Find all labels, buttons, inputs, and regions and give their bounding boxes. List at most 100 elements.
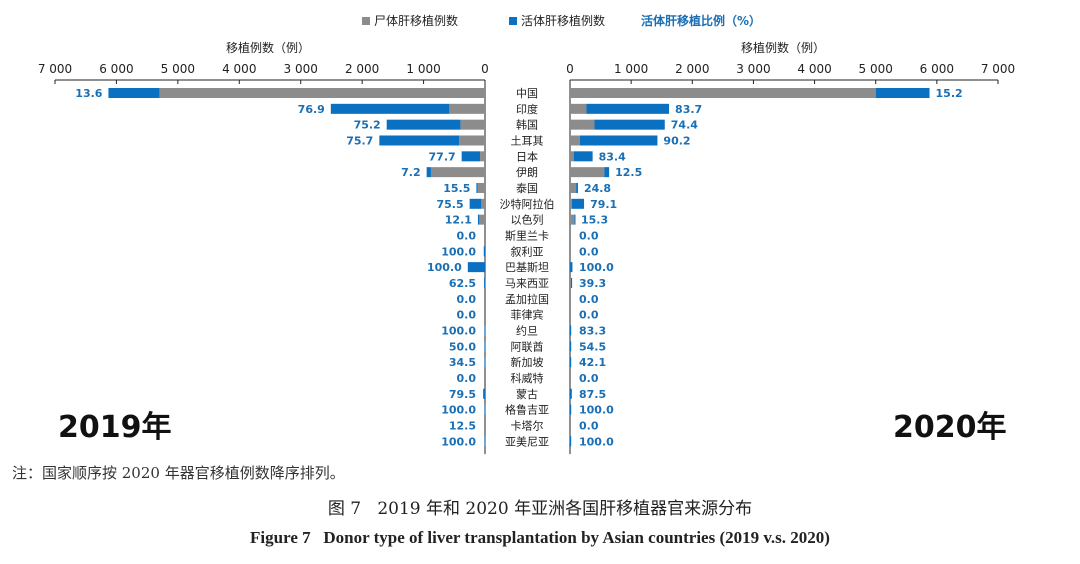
ratio-label-2019: 62.5 bbox=[449, 277, 476, 290]
bar-2019-living bbox=[483, 246, 485, 257]
ratio-label-2020: 12.5 bbox=[615, 166, 642, 179]
bar-2020-deceased bbox=[570, 198, 572, 209]
ratio-label-2020: 54.5 bbox=[579, 340, 606, 353]
year-label-2020: 2020年 bbox=[893, 410, 1007, 445]
bar-2019-deceased bbox=[459, 135, 485, 146]
category-label: 叙利亚 bbox=[511, 244, 544, 258]
bar-2019-living bbox=[484, 436, 486, 447]
category-label: 卡塔尔 bbox=[511, 419, 544, 432]
figure-title-cn: 2019 年和 2020 年亚洲各国肝移植器官来源分布 bbox=[377, 499, 753, 519]
right-tick-label: 5 000 bbox=[859, 62, 893, 76]
category-label: 沙特阿拉伯 bbox=[500, 197, 555, 211]
right-tick-label: 3 000 bbox=[736, 62, 770, 76]
bar-2020-living bbox=[586, 103, 670, 114]
ratio-label-2019: 0.0 bbox=[457, 309, 477, 322]
figure-caption-english: Figure 7 Donor type of liver transplanta… bbox=[0, 528, 1080, 548]
ratio-label-2020: 83.3 bbox=[579, 324, 606, 337]
bar-2020-living bbox=[570, 325, 572, 336]
bar-2019-living bbox=[484, 325, 486, 336]
ratio-label-2019: 77.7 bbox=[429, 150, 456, 163]
bar-2019-living bbox=[108, 88, 160, 98]
category-label: 新加坡 bbox=[511, 355, 544, 369]
bar-2020-living bbox=[570, 388, 572, 399]
ratio-label-2019: 12.1 bbox=[445, 214, 472, 227]
ratio-label-2019: 34.5 bbox=[449, 356, 476, 369]
left-tick-label: 1 000 bbox=[406, 62, 440, 76]
bar-2019-living bbox=[484, 341, 486, 352]
ratio-label-2020: 79.1 bbox=[590, 198, 617, 211]
ratio-label-2020: 0.0 bbox=[579, 419, 599, 432]
ratio-label-2020: 83.7 bbox=[675, 103, 702, 116]
ratio-label-2019: 100.0 bbox=[441, 435, 476, 448]
bar-2019-living bbox=[483, 388, 485, 399]
ratio-label-2019: 13.6 bbox=[75, 87, 102, 100]
left-tick-label: 3 000 bbox=[284, 62, 318, 76]
bar-2020-deceased bbox=[570, 151, 574, 162]
bar-2020-living bbox=[875, 88, 930, 98]
bar-2019-living bbox=[484, 357, 486, 368]
axis-label-left: 移植例数（例） bbox=[226, 40, 310, 55]
right-tick-label: 0 bbox=[566, 62, 574, 76]
category-label: 格鲁吉亚 bbox=[505, 403, 549, 417]
bar-2019-living bbox=[386, 119, 461, 130]
bar-2020-living bbox=[570, 277, 573, 288]
category-label: 日本 bbox=[516, 149, 538, 163]
ratio-label-2019: 7.2 bbox=[401, 166, 421, 179]
figure-number-en: Figure 7 bbox=[250, 528, 311, 547]
bar-2020-deceased bbox=[570, 88, 876, 98]
ratio-label-2020: 90.2 bbox=[663, 134, 690, 147]
category-label: 孟加拉国 bbox=[505, 292, 549, 306]
ratio-label-2019: 12.5 bbox=[449, 419, 476, 432]
bar-2020-deceased bbox=[570, 135, 580, 146]
bar-2019-deceased bbox=[449, 103, 485, 114]
category-label: 菲律宾 bbox=[511, 308, 544, 322]
bar-2019-deceased bbox=[477, 182, 485, 193]
ratio-label-2020: 0.0 bbox=[579, 372, 599, 385]
ratio-label-2020: 0.0 bbox=[579, 229, 599, 242]
bar-2020-living bbox=[573, 151, 593, 162]
left-tick-label: 5 000 bbox=[161, 62, 195, 76]
ratio-label-2020: 42.1 bbox=[579, 356, 606, 369]
bar-2020-living bbox=[604, 167, 610, 178]
ratio-label-2019: 100.0 bbox=[441, 324, 476, 337]
figure-caption-chinese: 图 7 2019 年和 2020 年亚洲各国肝移植器官来源分布 bbox=[0, 494, 1080, 519]
left-tick-label: 6 000 bbox=[99, 62, 133, 76]
bar-2019-deceased bbox=[480, 151, 485, 162]
bar-2019-living bbox=[484, 277, 486, 288]
ratio-label-2019: 75.7 bbox=[346, 134, 373, 147]
ratio-label-2020: 0.0 bbox=[579, 245, 599, 258]
category-label: 约旦 bbox=[516, 324, 538, 337]
ratio-label-2019: 75.2 bbox=[354, 119, 381, 132]
category-label: 泰国 bbox=[516, 181, 538, 195]
bar-2020-living bbox=[574, 214, 576, 225]
bar-2020-living bbox=[570, 357, 572, 368]
ratio-label-2019: 100.0 bbox=[441, 404, 476, 417]
ratio-label-2019: 100.0 bbox=[441, 245, 476, 258]
bar-2020-deceased bbox=[570, 182, 577, 193]
category-label: 以色列 bbox=[511, 213, 544, 227]
legend-label-deceased: 尸体肝移植例数 bbox=[374, 13, 458, 28]
bar-2019-living bbox=[469, 198, 482, 209]
ratio-label-2019: 15.5 bbox=[443, 182, 470, 195]
bar-2019-deceased bbox=[460, 119, 485, 130]
ratio-label-2020: 100.0 bbox=[579, 404, 614, 417]
ratio-label-2020: 24.8 bbox=[584, 182, 611, 195]
legend-label-living: 活体肝移植例数 bbox=[521, 13, 605, 28]
bar-2019-living bbox=[467, 262, 485, 273]
ratio-label-2020: 87.5 bbox=[579, 388, 606, 401]
bar-2020-living bbox=[570, 436, 572, 447]
category-label: 韩国 bbox=[516, 118, 538, 132]
axis-label-right: 移植例数（例） bbox=[741, 40, 825, 55]
ratio-label-2019: 50.0 bbox=[449, 340, 476, 353]
category-label: 亚美尼亚 bbox=[505, 435, 549, 448]
legend-swatch-living bbox=[509, 17, 517, 25]
ratio-label-2019: 76.9 bbox=[298, 103, 325, 116]
ratio-label-2020: 15.3 bbox=[581, 214, 608, 227]
ratio-label-2019: 0.0 bbox=[457, 372, 477, 385]
chart-note: 注：国家顺序按 2020 年器官移植例数降序排列。 bbox=[12, 464, 345, 482]
bar-2019-deceased bbox=[478, 214, 485, 225]
figure-number-cn: 图 7 bbox=[327, 499, 362, 519]
ratio-label-2020: 100.0 bbox=[579, 435, 614, 448]
left-tick-label: 7 000 bbox=[38, 62, 72, 76]
category-label: 科威特 bbox=[511, 371, 544, 385]
